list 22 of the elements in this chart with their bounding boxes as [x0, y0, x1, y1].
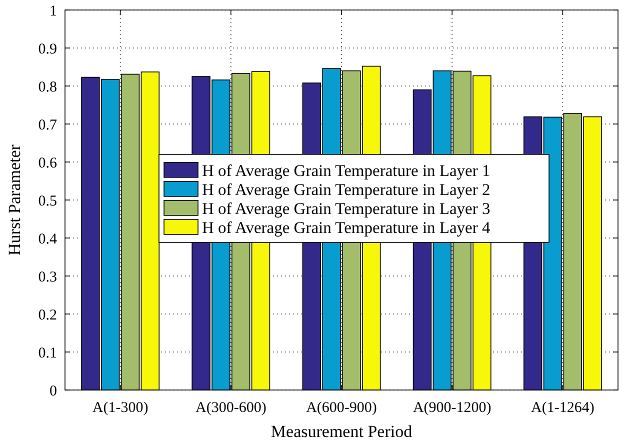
x-tick-label: A(900-1200) — [412, 400, 492, 416]
y-tick-label: 0.4 — [38, 231, 58, 248]
x-axis-title: Measurement Period — [270, 422, 413, 441]
y-tick-label: 0 — [50, 383, 57, 400]
x-tick-label: A(600-900) — [306, 400, 377, 416]
y-tick-label: 0.8 — [38, 79, 57, 96]
y-tick-label: 0.6 — [38, 155, 58, 172]
x-tick-label: A(1-300) — [92, 400, 148, 416]
y-tick-label: 1 — [50, 3, 57, 20]
legend-label: H of Average Grain Temperature in Layer 3 — [202, 199, 490, 218]
y-tick-label: 0.5 — [38, 193, 57, 210]
y-tick-label: 0.7 — [38, 117, 58, 134]
x-tick-label: A(300-600) — [195, 400, 266, 416]
legend-label: H of Average Grain Temperature in Layer 1 — [202, 161, 490, 180]
y-tick-label: 0.9 — [38, 41, 57, 58]
y-tick-label: 0.1 — [38, 345, 57, 362]
x-tick-label: A(1-1264) — [531, 400, 594, 416]
y-tick-label: 0.2 — [38, 307, 57, 324]
y-tick-label: 0.3 — [38, 269, 57, 286]
legend-label: H of Average Grain Temperature in Layer 2 — [202, 180, 490, 200]
y-axis-title: Hurst Parameter — [5, 144, 24, 256]
legend-label: H of Average Grain Temperature in Layer 4 — [202, 218, 490, 238]
